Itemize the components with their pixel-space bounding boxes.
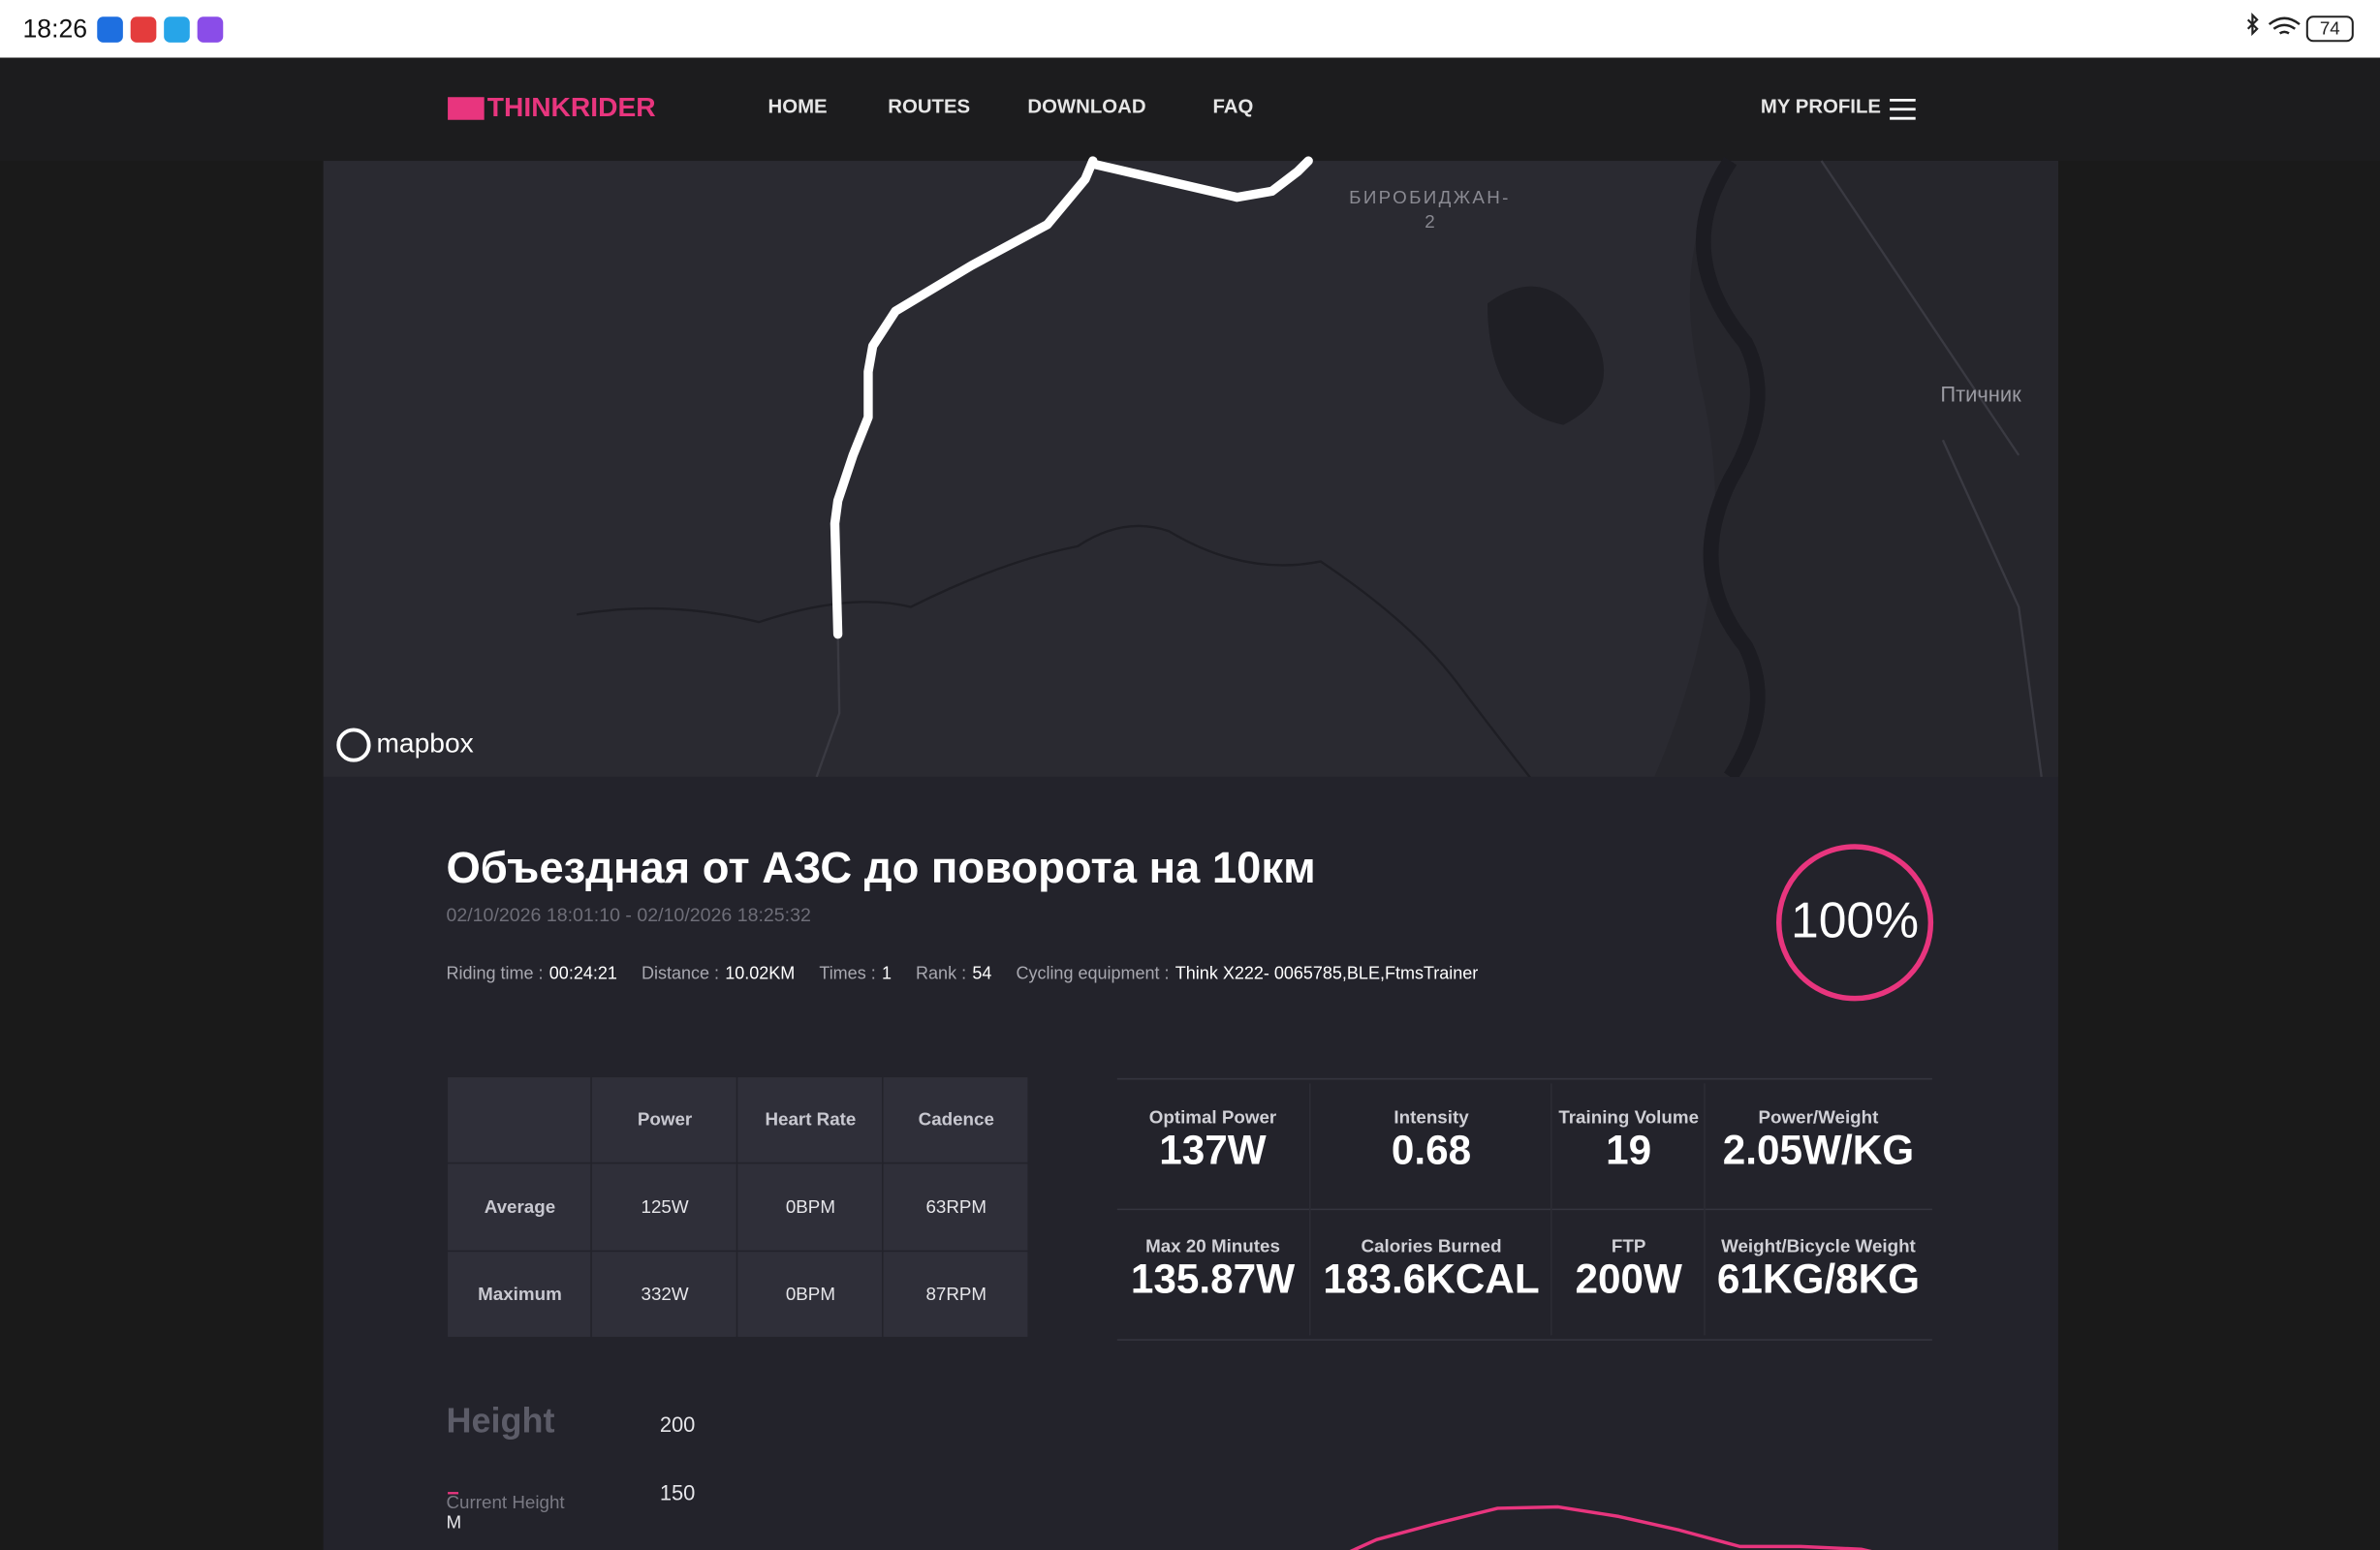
table-cell <box>591 1252 736 1337</box>
stat-label: Weight/Bicycle Weight <box>1721 1235 1916 1256</box>
logo-mark <box>448 97 485 120</box>
height-line <box>1349 1504 1872 1550</box>
column-header: Heart Rate <box>765 1109 856 1130</box>
mapbox-logo <box>336 728 371 762</box>
map-label: 2 <box>1425 211 1434 232</box>
river <box>1696 156 1766 782</box>
app-icon <box>130 16 157 43</box>
nav-bar <box>0 57 2380 162</box>
info-label: Distance : <box>642 963 719 982</box>
table-cell <box>883 1077 1028 1162</box>
menu-icon[interactable] <box>1890 98 1916 120</box>
app-icon <box>197 16 224 43</box>
road <box>815 160 2043 778</box>
info-value: 1 <box>882 963 892 982</box>
legend-label: Current Height <box>447 1492 566 1512</box>
table-cell <box>737 1252 883 1337</box>
stat-label: Max 20 Minutes <box>1145 1235 1280 1256</box>
stat-label: FTP <box>1612 1235 1645 1256</box>
table-value: 87RPM <box>925 1284 986 1304</box>
stat-label: Training Volume <box>1558 1106 1699 1127</box>
info-label: Rank : <box>916 963 966 982</box>
map-label: БИРОБИДЖАН- <box>1349 187 1511 207</box>
status-bar <box>0 0 2380 58</box>
completion: 100% <box>1791 892 1919 948</box>
clock: 18:26 <box>22 14 87 43</box>
stat-label: Calories Burned <box>1362 1235 1502 1256</box>
column-header: Power <box>638 1109 693 1130</box>
table-cell <box>883 1163 1028 1251</box>
map-attribution[interactable]: mapbox <box>376 728 473 759</box>
table-cell <box>883 1252 1028 1337</box>
nav-link[interactable]: HOME <box>768 97 828 118</box>
stat-label: Optimal Power <box>1149 1106 1277 1127</box>
table-cell <box>737 1077 883 1162</box>
info-label: Riding time : <box>447 963 544 982</box>
app-icon <box>164 16 190 43</box>
completion-ring <box>1775 844 1934 1002</box>
y-unit: M <box>447 1512 462 1533</box>
summary-table: Power Heart Rate Cadence Average 125W 0BPM 63R… <box>448 1077 1028 1337</box>
logo[interactable]: THINKRIDER <box>487 91 656 122</box>
row-header: Maximum <box>478 1284 562 1304</box>
border <box>577 524 1565 821</box>
app-icon <box>97 16 123 43</box>
nav-link[interactable]: ROUTES <box>888 97 970 118</box>
table-value: 63RPM <box>925 1196 986 1217</box>
nav-link[interactable]: FAQ <box>1212 97 1253 118</box>
info-value: 54 <box>972 963 991 982</box>
ride-title: Объездная от АЗС до поворота на 10км <box>447 843 1316 892</box>
map-label: Птичник <box>1940 383 2021 407</box>
info-label: Times : <box>819 963 875 982</box>
table-value: 0BPM <box>786 1196 835 1217</box>
map-area <box>1654 161 2058 777</box>
wifi-icon <box>2268 16 2301 35</box>
table-cell <box>591 1163 736 1251</box>
route <box>830 156 1313 639</box>
row-header: Average <box>485 1196 555 1217</box>
table-cell <box>448 1077 591 1162</box>
stat-value: 19 <box>1606 1128 1651 1173</box>
ride-period: 02/10/2026 18:01:10 - 02/10/2026 18:25:3… <box>447 905 811 926</box>
stat-value: 2.05W/KG <box>1723 1128 1914 1173</box>
battery-level: 74 <box>2320 18 2340 39</box>
stat-value: 183.6KCAL <box>1323 1256 1539 1302</box>
table-cell <box>448 1252 591 1337</box>
table-cell <box>448 1163 591 1251</box>
battery-icon <box>2305 16 2354 43</box>
info-value: 00:24:21 <box>549 963 617 982</box>
stat-label: Power/Weight <box>1759 1106 1880 1127</box>
map-area <box>1487 286 1605 425</box>
stat-value: 135.87W <box>1131 1256 1295 1302</box>
profile-link[interactable]: MY PROFILE <box>1761 97 1881 118</box>
bluetooth-icon <box>2246 13 2259 37</box>
info-value: Think X222- 0065785,BLE,FtmsTrainer <box>1175 963 1479 982</box>
table-value: 125W <box>642 1196 689 1217</box>
stat-value: 0.68 <box>1392 1128 1471 1173</box>
table-cell <box>591 1077 736 1162</box>
ride-info: Riding time : 00:24:21 Distance : 10.02KM Ti… <box>447 963 1479 982</box>
chart-title: Height <box>447 1401 555 1441</box>
info-label: Cycling equipment : <box>1016 963 1169 982</box>
stat-value: 137W <box>1159 1128 1267 1173</box>
nav-link[interactable]: DOWNLOAD <box>1027 97 1145 118</box>
info-value: 10.02KM <box>725 963 795 982</box>
stat-value: 200W <box>1575 1256 1682 1302</box>
y-tick-label: 200 <box>660 1412 696 1437</box>
y-tick-label: 150 <box>660 1481 696 1505</box>
stat-value: 61KG/8KG <box>1717 1256 1920 1302</box>
column-header: Cadence <box>919 1109 994 1130</box>
table-cell <box>737 1163 883 1251</box>
stat-label: Intensity <box>1394 1106 1469 1127</box>
table-value: 0BPM <box>786 1284 835 1304</box>
detail-panel <box>323 776 2058 1550</box>
table-value: 332W <box>642 1284 689 1304</box>
